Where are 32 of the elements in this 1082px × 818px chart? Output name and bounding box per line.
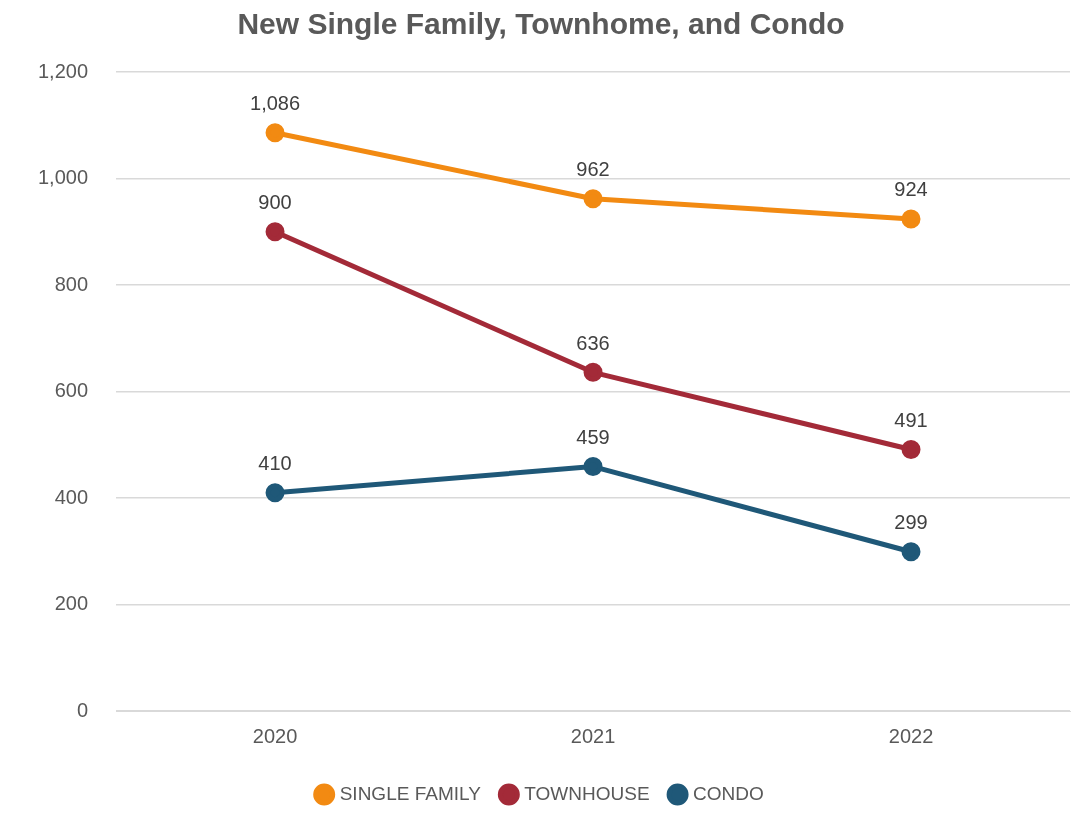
data-label: 1,086 (250, 92, 301, 115)
y-tick-label: 1,000 (37, 166, 89, 189)
legend-label: SINGLE FAMILY (339, 782, 482, 804)
data-label: 636 (576, 331, 610, 354)
point (901, 440, 921, 460)
point (265, 123, 285, 143)
data-label: 459 (576, 426, 610, 449)
point (583, 457, 603, 477)
legend-label: CONDO (693, 782, 764, 804)
x-tick-label: 2022 (888, 724, 934, 747)
y-tick-label: 800 (54, 272, 89, 295)
data-label: 900 (258, 191, 292, 214)
y-tick-label: 600 (54, 379, 89, 402)
data-label: 924 (894, 178, 928, 201)
point (583, 362, 603, 382)
chart-title: New Single Family, Townhome, and Condo (237, 7, 845, 41)
data-label: 410 (258, 452, 292, 475)
point (583, 189, 603, 209)
y-tick-label: 0 (76, 698, 89, 721)
point (901, 209, 921, 229)
point (265, 483, 285, 503)
data-label: 299 (894, 511, 928, 534)
point (265, 222, 285, 242)
y-tick-label: 400 (54, 485, 89, 508)
y-tick-label: 200 (54, 592, 89, 615)
x-tick-label: 2021 (570, 724, 616, 747)
y-tick-label: 1,200 (37, 59, 89, 82)
data-label: 962 (576, 158, 610, 181)
data-label: 491 (894, 409, 928, 432)
legend-label: TOWNHOUSE (524, 782, 650, 804)
point (901, 542, 921, 562)
x-tick-label: 2020 (252, 724, 298, 747)
